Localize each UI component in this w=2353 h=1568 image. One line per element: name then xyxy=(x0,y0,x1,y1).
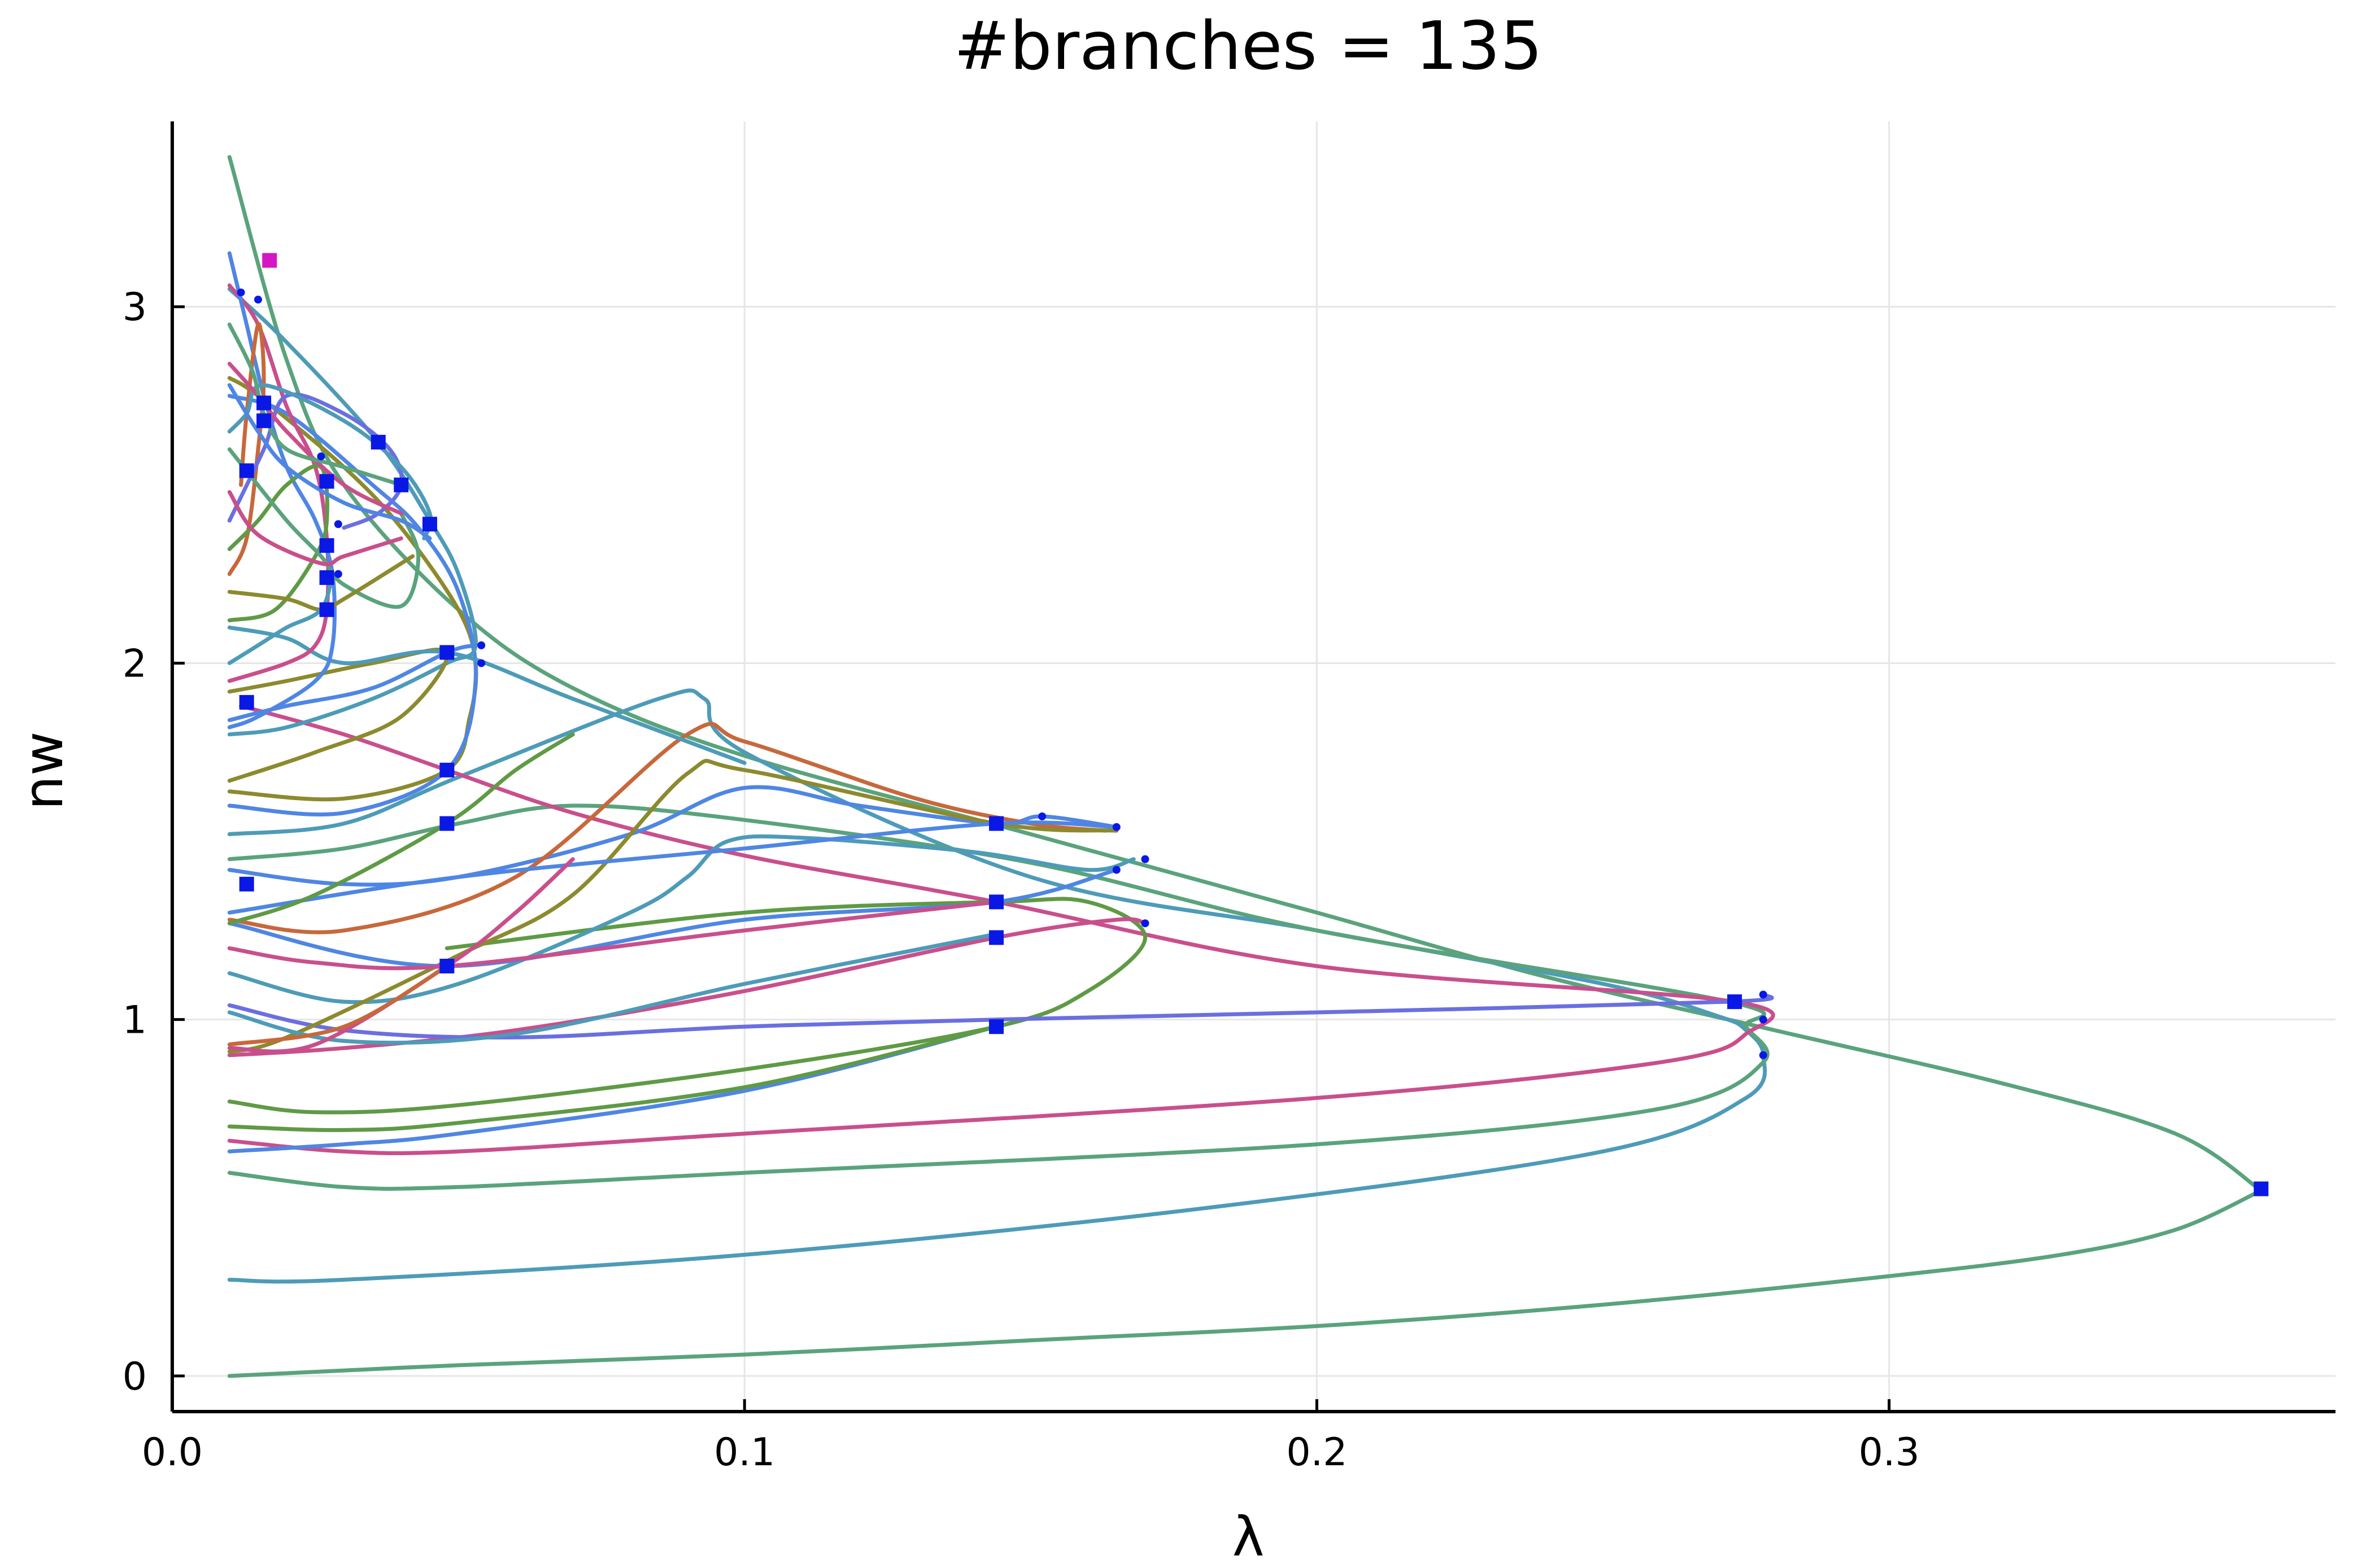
branch-line-31 xyxy=(227,383,432,540)
branch-line-7 xyxy=(227,897,1147,1115)
bifurcation-point-marker-21 xyxy=(422,517,437,532)
fold-point-marker-29 xyxy=(1112,866,1121,874)
ticks: 0.0 0.1 0.2 0.3 0 1 2 3 xyxy=(123,285,1920,1475)
fold-point-marker-33 xyxy=(254,295,262,304)
axes xyxy=(171,121,2335,1413)
bifurcation-point-marker-2 xyxy=(989,1019,1004,1034)
y-axis-label: nw xyxy=(12,731,75,810)
bifurcation-point-marker-17 xyxy=(319,538,334,553)
bifurcation-point-marker-14 xyxy=(256,395,272,410)
branch-line-19 xyxy=(227,394,478,817)
y-tick-label-3: 3 xyxy=(123,285,147,330)
y-tick-label-2: 2 xyxy=(123,641,147,686)
bifurcation-point-marker-4 xyxy=(989,894,1004,910)
fold-point-marker-28 xyxy=(1112,823,1121,831)
fold-point-marker-26 xyxy=(1141,855,1149,863)
bifurcation-point-marker-8 xyxy=(439,762,455,778)
branch-line-6 xyxy=(227,1024,999,1132)
branch-line-34 xyxy=(227,361,403,516)
branch-line-4 xyxy=(227,704,1775,1155)
fold-point-marker-34 xyxy=(237,288,245,296)
branch-line-12 xyxy=(227,722,1108,934)
marker-layer xyxy=(237,253,2269,1196)
fold-point-marker-24 xyxy=(1759,1015,1767,1024)
bifurcation-point-marker-22 xyxy=(262,253,277,268)
bifurcation-point-marker-13 xyxy=(256,413,272,429)
fold-point-marker-36 xyxy=(334,520,342,529)
bifurcation-point-marker-3 xyxy=(989,930,1004,945)
bifurcation-point-marker-6 xyxy=(439,958,455,973)
bifurcation-point-marker-0 xyxy=(2254,1181,2269,1196)
bifurcation-point-marker-5 xyxy=(989,816,1004,831)
branch-line-10 xyxy=(227,834,1136,1004)
chart-title: #branches = 135 xyxy=(954,7,1542,85)
branch-line-9 xyxy=(227,993,1774,1039)
x-axis-label: λ xyxy=(1232,1505,1265,1568)
bifurcation-point-marker-12 xyxy=(239,463,254,478)
bifurcation-point-marker-10 xyxy=(239,876,254,892)
bifurcation-point-marker-11 xyxy=(239,695,254,710)
bifurcation-point-marker-19 xyxy=(371,435,386,450)
branch-line-16 xyxy=(227,899,999,971)
y-tick-label-0: 0 xyxy=(123,1355,147,1399)
bifurcation-point-marker-16 xyxy=(319,570,334,585)
branch-line-29 xyxy=(227,383,433,540)
branch-line-20 xyxy=(227,287,478,737)
branch-line-36 xyxy=(227,572,335,665)
branch-line-14 xyxy=(227,820,1119,915)
grid xyxy=(171,121,2335,1412)
bifurcation-point-marker-9 xyxy=(439,645,455,660)
fold-point-marker-23 xyxy=(1759,990,1767,999)
branch-line-13 xyxy=(227,759,1119,1054)
fold-point-marker-31 xyxy=(477,641,486,649)
fold-point-marker-25 xyxy=(1759,1051,1767,1059)
bifurcation-point-marker-18 xyxy=(319,474,334,489)
branch-line-30 xyxy=(227,447,421,609)
branch-line-3 xyxy=(227,803,1770,1191)
fold-point-marker-37 xyxy=(334,570,342,578)
fold-point-marker-35 xyxy=(317,452,325,461)
x-tick-label-0: 0.0 xyxy=(142,1430,203,1475)
bifurcation-point-marker-1 xyxy=(1727,994,1742,1010)
fold-point-marker-32 xyxy=(477,659,486,667)
x-tick-label-2: 0.2 xyxy=(1286,1430,1347,1475)
y-tick-label-1: 1 xyxy=(123,998,147,1043)
fold-point-marker-27 xyxy=(1141,919,1149,928)
branch-line-38 xyxy=(227,857,575,1054)
bifurcation-point-marker-20 xyxy=(394,477,409,492)
branch-line-24 xyxy=(227,283,330,683)
x-tick-label-3: 0.3 xyxy=(1859,1430,1920,1475)
bifurcation-point-marker-7 xyxy=(439,816,455,831)
branch-line-8 xyxy=(227,917,1147,1058)
branch-line-32 xyxy=(227,490,403,566)
branch-line-2 xyxy=(227,688,1767,1284)
x-tick-label-1: 0.1 xyxy=(714,1430,775,1475)
fold-point-marker-30 xyxy=(1038,812,1047,820)
branch-line-1 xyxy=(227,155,2263,1193)
branch-line-39 xyxy=(227,964,449,1047)
bifurcation-point-marker-15 xyxy=(319,602,334,617)
branch-line-27 xyxy=(227,464,329,623)
branch-line-0 xyxy=(227,1189,2263,1378)
branch-line-35 xyxy=(227,322,403,487)
branch-line-37 xyxy=(227,732,575,925)
series-layer xyxy=(227,155,2263,1378)
branch-line-15 xyxy=(227,868,1119,968)
branch-line-22 xyxy=(227,643,478,722)
